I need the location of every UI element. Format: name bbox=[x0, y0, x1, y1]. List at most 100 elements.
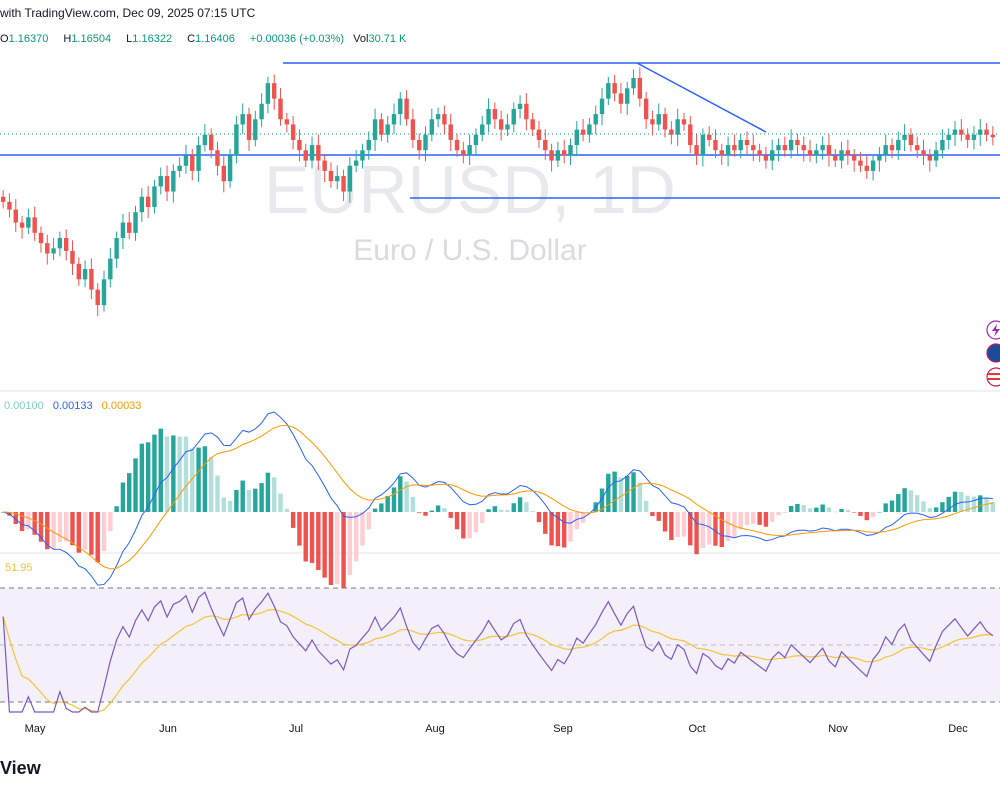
candle-body bbox=[839, 150, 844, 161]
candle-body bbox=[511, 108, 516, 125]
macd-histogram-bar bbox=[215, 475, 220, 512]
candle-body bbox=[914, 145, 920, 151]
candle-body bbox=[372, 119, 378, 140]
candle-body bbox=[284, 119, 290, 125]
candle-body bbox=[845, 150, 851, 156]
candle-body bbox=[965, 134, 970, 140]
x-tick-label: Oct bbox=[688, 723, 705, 735]
macd-histogram-bar bbox=[454, 512, 460, 530]
candle-body bbox=[461, 150, 466, 156]
macd-histogram-bar bbox=[70, 512, 75, 546]
macd-histogram-bar bbox=[45, 512, 50, 550]
descending-trendline[interactable] bbox=[636, 62, 767, 133]
macd-histogram-bar bbox=[864, 512, 869, 521]
macd-histogram-bar bbox=[448, 512, 453, 518]
candle-body bbox=[530, 119, 535, 130]
low-value: 1.16322 bbox=[132, 33, 173, 45]
candle-body bbox=[303, 150, 308, 161]
macd-histogram-bar bbox=[990, 502, 996, 512]
macd-histogram-bar bbox=[240, 480, 245, 512]
open-label: O bbox=[0, 33, 9, 45]
macd-histogram-bar bbox=[826, 507, 832, 512]
candle-body bbox=[826, 145, 832, 156]
macd-histogram-bar bbox=[599, 488, 605, 512]
candle-body bbox=[152, 186, 157, 208]
candle-body bbox=[738, 139, 743, 151]
macd-histogram-bar bbox=[700, 512, 706, 548]
candle-body bbox=[158, 176, 163, 187]
change-value: +0.00036 (+0.03%) bbox=[249, 33, 345, 45]
macd-histogram-bar bbox=[259, 483, 264, 512]
us-flag-icon[interactable] bbox=[986, 367, 1000, 387]
candle-body bbox=[190, 155, 195, 171]
macd-histogram-bar bbox=[398, 476, 403, 512]
macd-histogram-bar bbox=[498, 509, 504, 512]
candle-body bbox=[814, 150, 819, 156]
rsi-value: 51.95 bbox=[5, 562, 33, 574]
candle-body bbox=[984, 129, 989, 135]
macd-line bbox=[2, 411, 993, 586]
macd-histogram-bar bbox=[807, 508, 813, 512]
macd-histogram-bar bbox=[568, 512, 573, 542]
macd-histogram-bar bbox=[858, 512, 863, 516]
macd-histogram-bar bbox=[145, 442, 151, 512]
macd-histogram-bar bbox=[814, 507, 819, 512]
macd-histogram-bar bbox=[127, 473, 132, 512]
macd-histogram-bar bbox=[744, 512, 750, 526]
candle-body bbox=[202, 134, 208, 146]
macd-histogram-bar bbox=[681, 512, 687, 537]
candle-body bbox=[877, 155, 882, 161]
candle-body bbox=[751, 145, 756, 151]
candle-body bbox=[744, 139, 750, 146]
macd-histogram-bar bbox=[896, 494, 901, 512]
x-tick-label: Dec bbox=[948, 723, 968, 735]
macd-histogram-bar bbox=[328, 512, 334, 586]
macd-histogram-bar bbox=[713, 512, 718, 546]
candle-body bbox=[851, 155, 857, 161]
macd-histogram-bar bbox=[637, 482, 643, 512]
macd-histogram-bar bbox=[347, 512, 353, 575]
candle-body bbox=[952, 129, 958, 135]
macd-histogram-bar bbox=[631, 472, 636, 512]
macd-histogram-bar bbox=[688, 512, 693, 546]
side-buttons[interactable] bbox=[986, 320, 1000, 387]
candle-body bbox=[164, 176, 170, 192]
macd-histogram-bar bbox=[505, 510, 510, 512]
candle-body bbox=[643, 98, 649, 120]
macd-histogram-bar bbox=[190, 448, 195, 512]
candle-body bbox=[782, 145, 788, 151]
macd-histogram-bar bbox=[706, 512, 712, 545]
macd-histogram-bar bbox=[385, 495, 390, 512]
macd-histogram-bar bbox=[870, 512, 876, 518]
candle-body bbox=[379, 119, 384, 135]
candle-body bbox=[688, 124, 693, 146]
macd-histogram-bar bbox=[284, 508, 290, 512]
candle-body bbox=[259, 103, 264, 120]
macd-histogram-bar bbox=[662, 512, 668, 532]
candle-body bbox=[763, 155, 769, 161]
candle-body bbox=[335, 176, 340, 182]
macd-histogram-bar bbox=[19, 512, 25, 532]
macd-histogram-bar bbox=[908, 490, 914, 512]
macd-histogram-bar bbox=[335, 512, 340, 585]
macd-histogram-bar bbox=[442, 508, 447, 512]
x-tick-label: Jun bbox=[159, 723, 177, 735]
candle-body bbox=[921, 150, 926, 156]
x-tick-label: Sep bbox=[553, 723, 573, 735]
candle-body bbox=[959, 129, 964, 135]
macd-histogram-bar bbox=[227, 500, 233, 512]
candle-body bbox=[341, 176, 346, 192]
macd-histogram-bar bbox=[480, 512, 485, 523]
macd-histogram-bar bbox=[89, 512, 94, 555]
candle-body bbox=[278, 98, 283, 120]
macd-histogram-bar bbox=[416, 512, 422, 513]
candle-body bbox=[940, 139, 945, 151]
macd-histogram-bar bbox=[366, 512, 371, 530]
low-label: L bbox=[126, 33, 133, 45]
candle-body bbox=[133, 212, 138, 233]
candle-body bbox=[788, 139, 794, 151]
candle-body bbox=[398, 98, 403, 115]
flash-icon-glyph bbox=[992, 324, 1000, 337]
macd-histogram-bar bbox=[278, 493, 283, 512]
eu-flag-icon[interactable] bbox=[986, 343, 1000, 363]
